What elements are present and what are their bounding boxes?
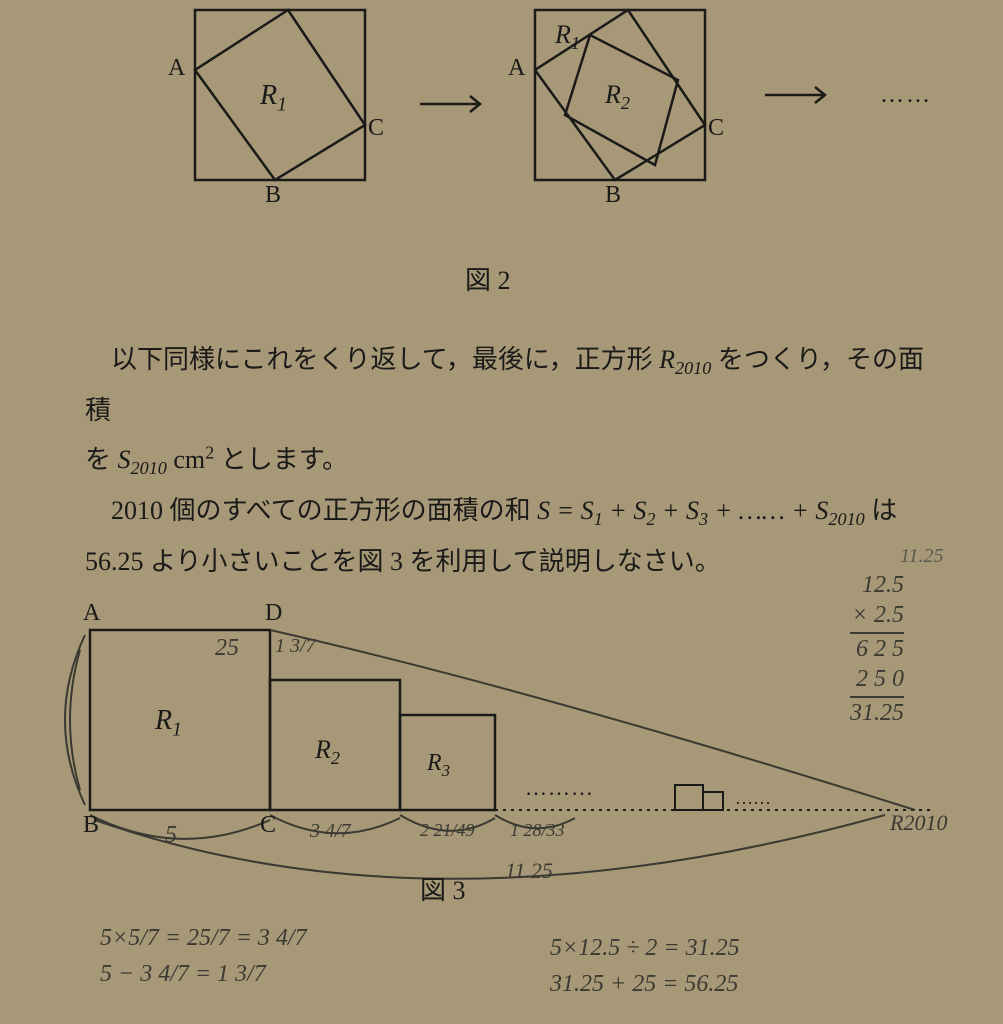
fig2-right-B: B xyxy=(605,182,621,209)
fig2-right-R2-t: R xyxy=(605,80,621,109)
fig3-R2: R2 xyxy=(315,735,340,769)
calc-r3: 6 2 5 xyxy=(850,634,904,664)
fig2-left-B: B xyxy=(265,182,281,209)
p-R2010s: 2010 xyxy=(675,358,711,378)
p-l3b: は xyxy=(865,496,898,525)
fig3-D: D xyxy=(265,600,282,627)
p-Seq: S = S xyxy=(537,496,594,525)
para-line3: 2010 個のすべての正方形の面積の和 S = S1 + S2 + S3 + …… xyxy=(85,486,925,537)
hand-25: 25 xyxy=(215,635,239,662)
fig3-R3-s: 3 xyxy=(442,761,450,780)
fig2-left-C: C xyxy=(368,115,384,142)
fig2-left-R-text: R xyxy=(260,80,277,111)
fig2-arrow2 xyxy=(765,85,835,110)
fig3-dots2: …… xyxy=(735,788,771,809)
page: A B C D R1 A B C D R1 R2 …… 図 2 xyxy=(0,0,1003,1024)
fig2-right-R1-s: 1 xyxy=(571,33,580,53)
hand-calc: 12.5 × 2.5 6 2 5 2 5 0 31.25 xyxy=(850,570,904,728)
fig3-R3: R3 xyxy=(427,750,450,781)
hand-bot1: 5×5/7 = 25/7 = 3 4/7 xyxy=(100,920,307,956)
fig3-B: B xyxy=(83,812,99,839)
para-line4: 56.25 より小さいことを図 3 を利用して説明しなさい。 xyxy=(85,537,925,586)
p-l3a: 2010 個のすべての正方形の面積の和 xyxy=(85,496,537,525)
calc-r4: 2 5 0 xyxy=(850,664,904,698)
p-sq: 2 xyxy=(205,443,214,463)
fig2-right-A: A xyxy=(508,55,525,82)
fig2-left-R-sub: 1 xyxy=(277,95,287,116)
p-l2b: cm xyxy=(167,445,205,474)
fig2-right-R1-t: R xyxy=(555,20,571,49)
calc-r2: × 2.5 xyxy=(850,600,904,634)
fig3-R1: R1 xyxy=(155,705,182,742)
fig2-left-R: R1 xyxy=(260,80,287,117)
hand-5: 5 xyxy=(165,822,177,849)
fig3-R1-t: R xyxy=(155,705,172,736)
fig3-A: A xyxy=(83,600,100,627)
hand-side1: 11.25 xyxy=(900,545,944,568)
fig2-right-R2: R2 xyxy=(605,80,630,114)
fig2-left-A: A xyxy=(168,55,185,82)
hand-bot4: 31.25 + 25 = 56.25 xyxy=(550,966,740,1002)
hand-1x: 1 28/33 xyxy=(510,820,565,841)
fig2-right-R2-s: 2 xyxy=(621,93,630,113)
fig3: A D B C R1 R2 R3 ……… …… 25 1 3/7 5 3 4/7… xyxy=(35,600,965,900)
hand-bottom-left: 5×5/7 = 25/7 = 3 4/7 5 − 3 4/7 = 1 3/7 xyxy=(100,920,307,992)
fig3-R2-t: R xyxy=(315,735,331,764)
fig2-right-D: D xyxy=(620,0,637,7)
p-l1a: 以下同様にこれをくり返して，最後に，正方形 xyxy=(85,345,659,374)
fig2-right-R1: R1 xyxy=(555,20,580,54)
fig2-caption: 図 2 xyxy=(465,260,511,297)
fig3-R3-t: R xyxy=(427,750,442,776)
fig2-right-C: C xyxy=(708,115,724,142)
hand-1-3-7: 1 3/7 xyxy=(275,635,316,658)
para-line2: を S2010 cm2 とします。 xyxy=(85,435,925,486)
fig3-caption: 図 3 xyxy=(420,870,466,907)
p-l2a: を xyxy=(85,445,118,474)
hand-bot3: 5×12.5 ÷ 2 = 31.25 xyxy=(550,930,740,966)
para-line1: 以下同様にこれをくり返して，最後に，正方形 R2010 をつくり，その面積 xyxy=(85,335,925,435)
p-p1: + S xyxy=(603,496,647,525)
p-p2: + S xyxy=(655,496,699,525)
fig3-C: C xyxy=(260,812,276,839)
p-l2c: とします。 xyxy=(214,445,348,474)
hand-R2010: R2010 xyxy=(890,810,947,836)
hand-1125: 11.25 xyxy=(505,858,553,884)
p-s2010: 2010 xyxy=(828,509,864,529)
paragraph: 以下同様にこれをくり返して，最後に，正方形 R2010 をつくり，その面積 を … xyxy=(85,335,925,586)
calc-r5: 31.25 xyxy=(850,698,904,728)
hand-bottom-right: 5×12.5 ÷ 2 = 31.25 31.25 + 25 = 56.25 xyxy=(550,930,740,1002)
hand-bot2: 5 − 3 4/7 = 1 3/7 xyxy=(100,956,307,992)
fig2-arrow1 xyxy=(420,85,490,123)
p-p3: + …… + S xyxy=(708,496,828,525)
p-s1: 1 xyxy=(594,509,603,529)
p-R2010: R xyxy=(659,345,675,374)
p-S2010: S xyxy=(118,445,131,474)
fig3-R1-s: 1 xyxy=(172,720,182,741)
hand-2x: 2 21/49 xyxy=(420,820,475,841)
p-S2010s: 2010 xyxy=(131,458,167,478)
hand-3-4-7: 3 4/7 xyxy=(310,820,351,843)
fig2-right: A B C D R1 R2 xyxy=(510,0,720,215)
fig2-dots: …… xyxy=(880,82,932,109)
fig3-dots: ……… xyxy=(525,775,594,801)
p-s3: 3 xyxy=(699,509,708,529)
fig3-R2-s: 2 xyxy=(331,748,340,768)
calc-r1: 12.5 xyxy=(850,570,904,600)
fig2-left: A B C D R1 xyxy=(170,0,380,215)
fig2-left-D: D xyxy=(280,0,297,7)
